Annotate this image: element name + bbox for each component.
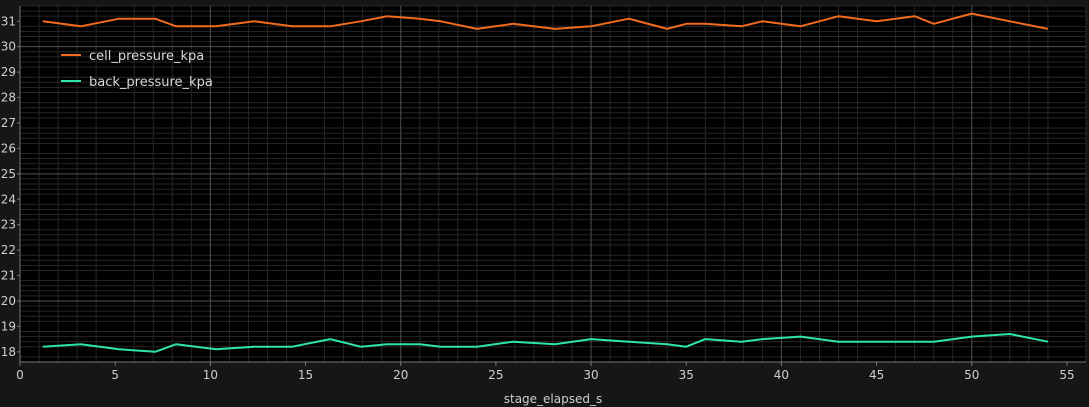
y-tick-label: 19 bbox=[1, 319, 16, 333]
x-tick-label: 40 bbox=[774, 368, 789, 382]
legend: cell_pressure_kpa back_pressure_kpa bbox=[61, 49, 213, 90]
y-tick-label: 24 bbox=[1, 192, 16, 206]
y-tick-label: 30 bbox=[1, 40, 16, 54]
x-tick-label: 55 bbox=[1059, 368, 1074, 382]
x-tick-label: 10 bbox=[203, 368, 218, 382]
x-axis-title: stage_elapsed_s bbox=[504, 392, 603, 406]
y-tick-label: 31 bbox=[1, 14, 16, 28]
x-tick-label: 30 bbox=[583, 368, 598, 382]
x-tick-label: 5 bbox=[111, 368, 119, 382]
x-tick-label: 35 bbox=[679, 368, 694, 382]
tick-labels: 0 5 10 15 20 25 30 35 40 45 50 55 18 19 20 21 22 23 24 25 26… bbox=[1, 14, 1075, 382]
x-tick-label: 25 bbox=[488, 368, 503, 382]
series-line-back-pressure-kpa bbox=[42, 333, 1049, 353]
x-tick-label: 45 bbox=[869, 368, 884, 382]
x-tick-label: 15 bbox=[298, 368, 313, 382]
y-tick-label: 20 bbox=[1, 294, 16, 308]
y-tick-label: 25 bbox=[1, 167, 16, 181]
y-tick-label: 22 bbox=[1, 243, 16, 257]
y-tick-label: 21 bbox=[1, 269, 16, 283]
y-tick-label: 28 bbox=[1, 91, 16, 105]
axes bbox=[19, 6, 1086, 363]
minor-grid bbox=[20, 5, 1087, 363]
x-tick-label: 20 bbox=[393, 368, 408, 382]
y-tick-label: 26 bbox=[1, 141, 16, 155]
series-line-cell-pressure-kpa bbox=[42, 12, 1049, 30]
legend-label: cell_pressure_kpa bbox=[89, 49, 204, 64]
x-tick-label: 0 bbox=[16, 368, 24, 382]
legend-label: back_pressure_kpa bbox=[89, 75, 213, 90]
major-grid bbox=[20, 6, 1086, 362]
y-tick-label: 27 bbox=[1, 116, 16, 130]
x-tick-label: 50 bbox=[964, 368, 979, 382]
y-tick-label: 29 bbox=[1, 65, 16, 79]
y-tick-label: 23 bbox=[1, 218, 16, 232]
y-tick-label: 18 bbox=[1, 345, 16, 359]
series-layer bbox=[42, 12, 1049, 353]
